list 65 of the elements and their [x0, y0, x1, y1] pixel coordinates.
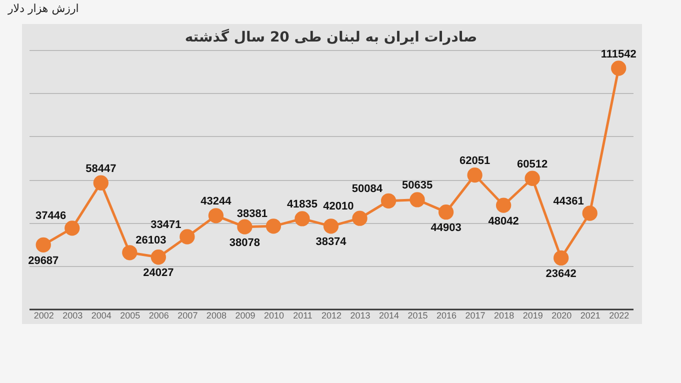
- x-tick-label: 2017: [465, 310, 486, 320]
- point: [524, 170, 540, 186]
- point: [180, 229, 195, 244]
- x-tick-label: 2007: [178, 310, 198, 320]
- x-tick-label: 2021: [580, 310, 600, 320]
- point: [352, 210, 368, 226]
- point: [467, 168, 482, 183]
- x-tick-label: 2011: [293, 310, 312, 320]
- chart-title: صادرات ایران به لبنان طی 20 سال گذشته: [184, 28, 478, 46]
- x-tick-label: 2016: [436, 310, 457, 320]
- data-label: 44903: [430, 222, 462, 234]
- data-label: 24027: [143, 267, 174, 280]
- data-label: 62051: [460, 155, 490, 168]
- data-label: 26103: [136, 234, 166, 247]
- x-tick-label: 2010: [264, 310, 284, 320]
- data-label: 38381: [236, 208, 268, 220]
- data-label: 48042: [488, 215, 519, 228]
- data-label: 58447: [86, 162, 116, 175]
- data-label: 60512: [517, 158, 548, 170]
- x-tick-label: 2005: [120, 310, 140, 320]
- point: [64, 220, 80, 236]
- x-tick-label: 2012: [321, 310, 342, 320]
- text: ارزش هزار دلار: [8, 2, 79, 15]
- point: [208, 208, 224, 224]
- point: [496, 198, 512, 213]
- x-tick-label: 2022: [609, 310, 630, 320]
- x-tick-label: 2008: [206, 310, 226, 320]
- point: [323, 218, 339, 234]
- x-tick-label: 2009: [235, 310, 256, 320]
- x-tick-label: 2013: [350, 310, 370, 320]
- x-tick-label: 2002: [34, 310, 54, 320]
- point: [266, 218, 282, 234]
- data-label: 111542: [600, 48, 636, 60]
- x-tick-label: 2020: [552, 310, 572, 320]
- data-label: 44361: [553, 195, 584, 208]
- x-tick-label: 2004: [91, 310, 112, 320]
- x-tick-label: 2015: [408, 310, 428, 320]
- x-tick-label: 2019: [522, 310, 543, 320]
- x-tick-label: 2006: [148, 310, 169, 320]
- point: [36, 237, 51, 252]
- x-tick-label: 2018: [494, 310, 514, 320]
- point: [554, 250, 569, 266]
- point: [438, 204, 454, 220]
- point: [294, 211, 310, 226]
- x-tick-label: 2014: [379, 310, 400, 320]
- x-tick-label: 2003: [62, 310, 83, 320]
- data-label: 29687: [28, 254, 59, 267]
- point: [93, 175, 108, 190]
- data-label: 41835: [286, 198, 318, 211]
- data-label: 50635: [402, 180, 433, 192]
- point: [122, 245, 138, 260]
- point: [380, 193, 396, 208]
- point: [410, 192, 425, 208]
- data-label: 37446: [36, 210, 66, 222]
- data-label: 38374: [316, 236, 348, 248]
- data-label: 33471: [150, 218, 182, 231]
- data-label: 23642: [546, 268, 576, 280]
- point: [237, 219, 252, 234]
- point: [582, 206, 598, 221]
- data-label: 38078: [229, 236, 260, 249]
- point: [611, 60, 626, 76]
- data-label: 50084: [352, 182, 384, 195]
- data-label: 42010: [323, 200, 354, 212]
- data-label: 43244: [200, 196, 232, 208]
- point: [150, 250, 166, 265]
